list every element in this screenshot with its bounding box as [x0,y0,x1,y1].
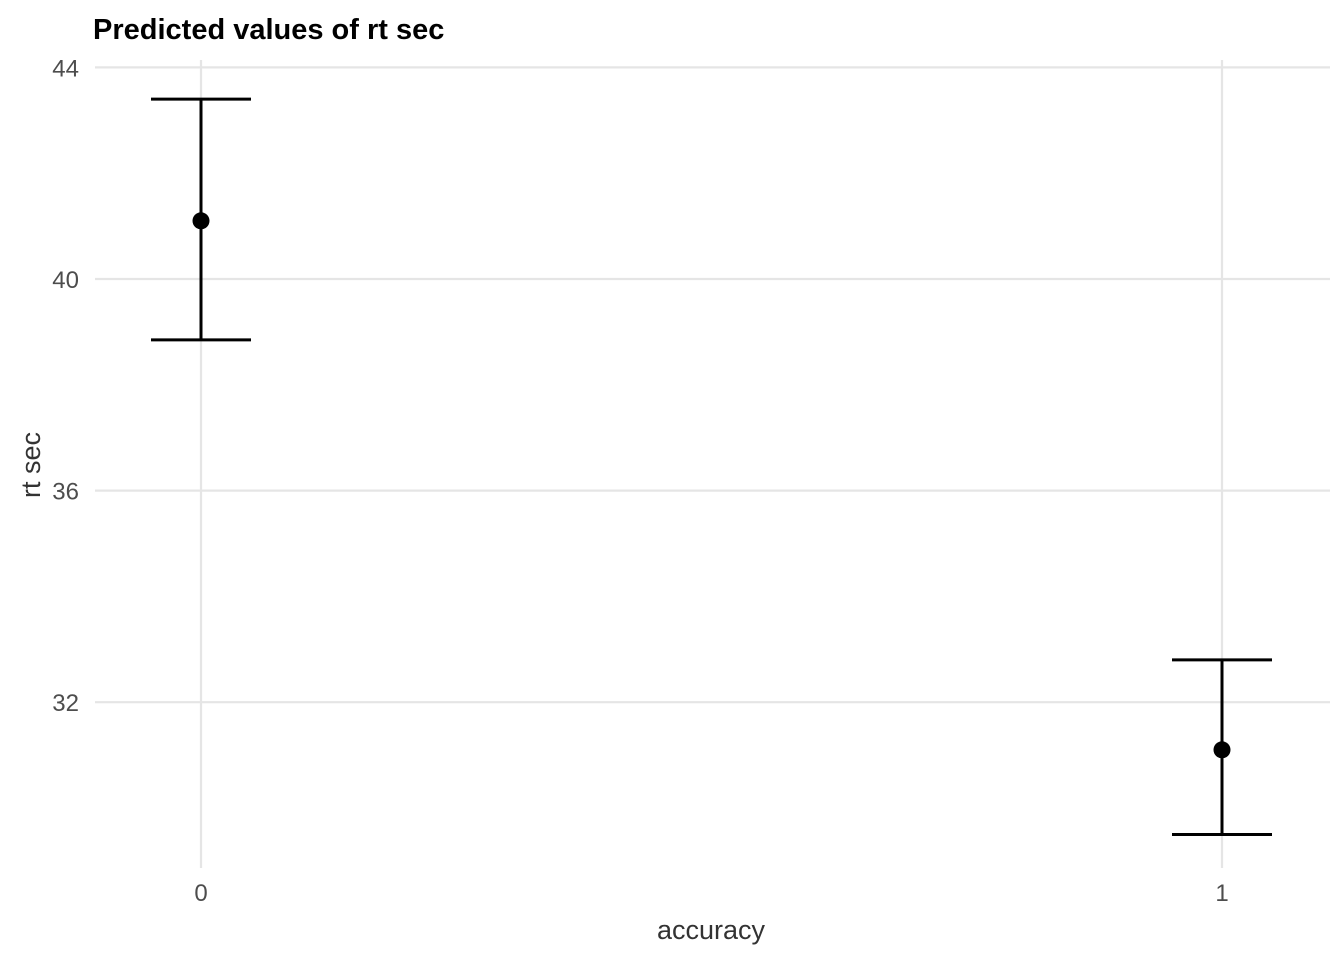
x-axis-label: accuracy [657,915,766,945]
y-axis-label: rt sec [16,432,46,498]
data-point [192,212,210,230]
y-tick-label: 40 [52,267,79,294]
x-tick-label: 0 [194,880,207,907]
y-tick-label: 32 [52,690,79,717]
y-axis-ticks: 32 36 40 44 [52,55,79,717]
chart-title: Predicted values of rt sec [93,14,444,46]
series-predicted [151,97,1272,836]
y-tick-label: 36 [52,479,79,506]
data-point [1213,741,1231,759]
x-tick-label: 1 [1215,880,1228,907]
grid [95,60,1330,868]
y-tick-label: 44 [52,55,79,82]
